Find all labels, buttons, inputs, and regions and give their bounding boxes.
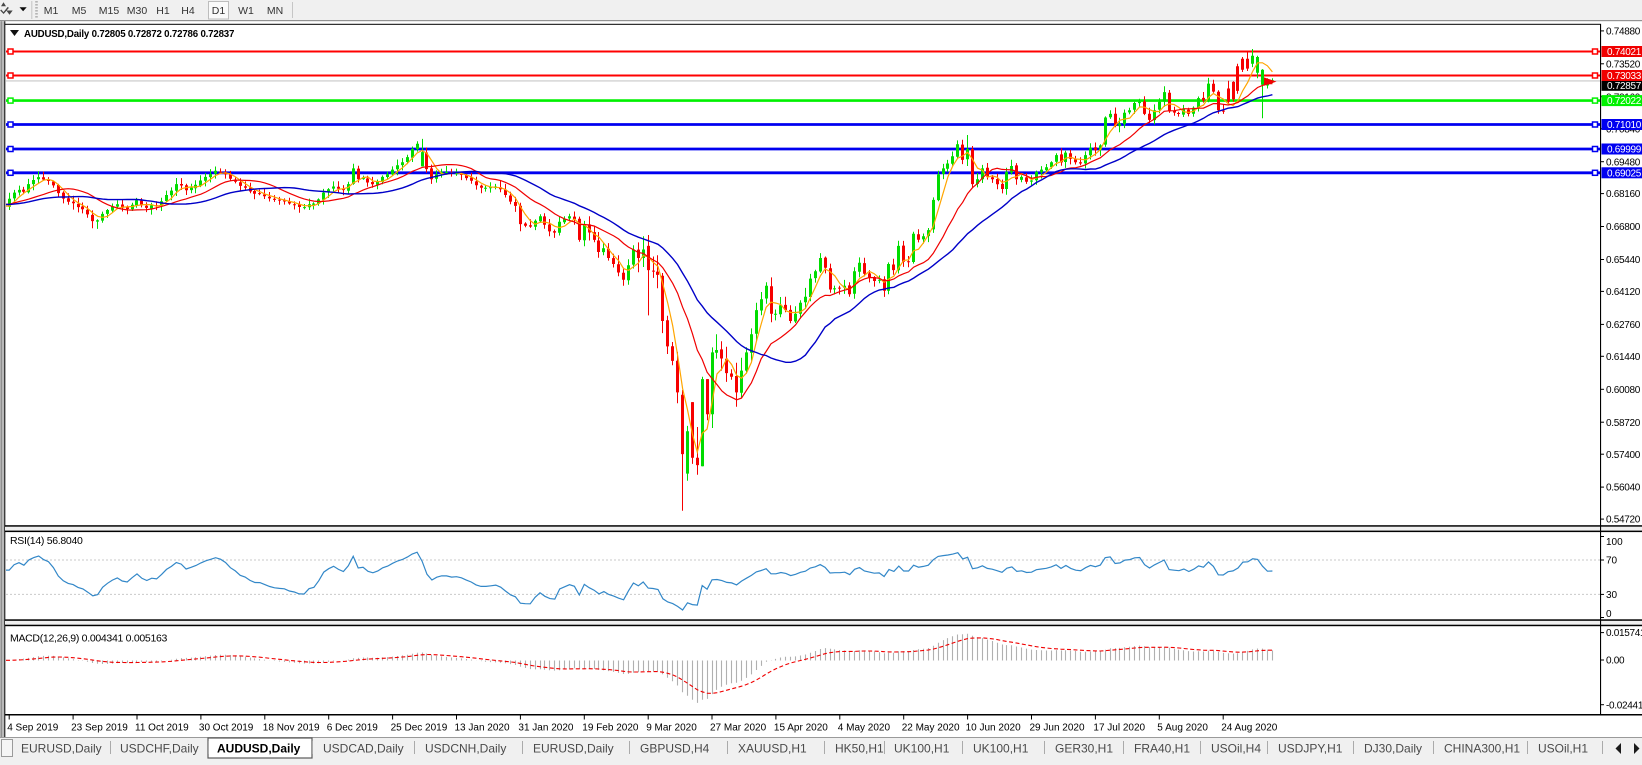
svg-text:USOil,H1: USOil,H1 <box>1538 742 1588 756</box>
svg-text:4 May 2020: 4 May 2020 <box>838 723 891 734</box>
svg-text:MACD(12,26,9) 0.004341 0.00516: MACD(12,26,9) 0.004341 0.005163 <box>10 633 168 645</box>
svg-text:0.69999: 0.69999 <box>1607 145 1642 156</box>
svg-text:EURUSD,Daily: EURUSD,Daily <box>533 742 614 756</box>
svg-text:0.60080: 0.60080 <box>1606 385 1641 396</box>
svg-text:EURUSD,Daily: EURUSD,Daily <box>21 742 102 756</box>
svg-text:0.015741: 0.015741 <box>1606 628 1642 639</box>
svg-text:USDCHF,Daily: USDCHF,Daily <box>120 742 199 756</box>
svg-text:MN: MN <box>267 5 283 17</box>
svg-text:29 Jun 2020: 29 Jun 2020 <box>1030 723 1085 734</box>
svg-text:9 Mar 2020: 9 Mar 2020 <box>646 723 697 734</box>
svg-text:H1: H1 <box>156 5 170 17</box>
svg-text:30: 30 <box>1606 590 1618 601</box>
svg-text:0.58720: 0.58720 <box>1606 418 1641 429</box>
svg-text:4 Sep 2019: 4 Sep 2019 <box>7 723 59 734</box>
svg-text:0.57400: 0.57400 <box>1606 450 1641 461</box>
svg-text:0.54720: 0.54720 <box>1606 515 1641 526</box>
svg-text:DJ30,Daily: DJ30,Daily <box>1364 742 1422 756</box>
svg-text:0.69480: 0.69480 <box>1606 157 1641 168</box>
svg-text:USDJPY,H1: USDJPY,H1 <box>1278 742 1343 756</box>
svg-text:0.64120: 0.64120 <box>1606 287 1641 298</box>
svg-text:18 Nov 2019: 18 Nov 2019 <box>263 723 320 734</box>
svg-text:0.61440: 0.61440 <box>1606 352 1641 363</box>
svg-text:0.71010: 0.71010 <box>1607 120 1642 131</box>
svg-text:M30: M30 <box>127 5 148 17</box>
svg-text:UK100,H1: UK100,H1 <box>973 742 1029 756</box>
svg-text:USOil,H4: USOil,H4 <box>1211 742 1261 756</box>
svg-text:-0.024412: -0.024412 <box>1606 700 1642 711</box>
svg-text:19 Feb 2020: 19 Feb 2020 <box>582 723 639 734</box>
svg-text:USDCAD,Daily: USDCAD,Daily <box>323 742 404 756</box>
svg-text:HK50,H1: HK50,H1 <box>835 742 884 756</box>
svg-text:0.69025: 0.69025 <box>1607 168 1642 179</box>
svg-text:100: 100 <box>1606 537 1623 548</box>
svg-text:CHINA300,H1: CHINA300,H1 <box>1444 742 1520 756</box>
svg-text:10 Jun 2020: 10 Jun 2020 <box>966 723 1021 734</box>
svg-text:0.72022: 0.72022 <box>1607 96 1642 107</box>
svg-text:0.00: 0.00 <box>1606 656 1625 667</box>
svg-text:24 Aug 2020: 24 Aug 2020 <box>1221 723 1278 734</box>
svg-text:17 Jul 2020: 17 Jul 2020 <box>1093 723 1145 734</box>
svg-text:UK100,H1: UK100,H1 <box>894 742 950 756</box>
svg-text:AUDUSD,Daily: AUDUSD,Daily <box>217 742 301 756</box>
svg-text:FRA40,H1: FRA40,H1 <box>1134 742 1190 756</box>
svg-text:0.74021: 0.74021 <box>1607 47 1642 58</box>
svg-text:0.65440: 0.65440 <box>1606 255 1641 266</box>
svg-text:0: 0 <box>1606 609 1612 620</box>
svg-text:0.73033: 0.73033 <box>1607 71 1642 82</box>
svg-text:XAUUSD,H1: XAUUSD,H1 <box>738 742 807 756</box>
svg-text:M15: M15 <box>99 5 120 17</box>
svg-text:H4: H4 <box>181 5 195 17</box>
svg-text:6 Dec 2019: 6 Dec 2019 <box>327 723 379 734</box>
svg-text:AUDUSD,Daily 0.72805 0.72872: AUDUSD,Daily 0.72805 0.72872 0.72786 0.7… <box>24 29 234 40</box>
svg-text:0.68160: 0.68160 <box>1606 189 1641 200</box>
svg-text:M1: M1 <box>44 5 59 17</box>
svg-text:0.62760: 0.62760 <box>1606 320 1641 331</box>
svg-text:0.74880: 0.74880 <box>1606 27 1641 38</box>
svg-text:13 Jan 2020: 13 Jan 2020 <box>455 723 510 734</box>
svg-text:USDCNH,Daily: USDCNH,Daily <box>425 742 506 756</box>
svg-text:5 Aug 2020: 5 Aug 2020 <box>1157 723 1208 734</box>
svg-text:70: 70 <box>1606 556 1618 567</box>
svg-text:31 Jan 2020: 31 Jan 2020 <box>518 723 573 734</box>
svg-text:W1: W1 <box>238 5 254 17</box>
svg-text:D1: D1 <box>212 5 226 17</box>
svg-text:0.66800: 0.66800 <box>1606 222 1641 233</box>
svg-text:30 Oct 2019: 30 Oct 2019 <box>199 723 254 734</box>
svg-text:0.56040: 0.56040 <box>1606 483 1641 494</box>
svg-text:M5: M5 <box>72 5 87 17</box>
svg-text:23 Sep 2019: 23 Sep 2019 <box>71 723 128 734</box>
svg-text:GER30,H1: GER30,H1 <box>1055 742 1113 756</box>
svg-text:15 Apr 2020: 15 Apr 2020 <box>774 723 828 734</box>
svg-text:27 Mar 2020: 27 Mar 2020 <box>710 723 767 734</box>
svg-text:0.72857: 0.72857 <box>1607 81 1642 92</box>
svg-text:RSI(14) 56.8040: RSI(14) 56.8040 <box>10 535 83 547</box>
svg-text:GBPUSD,H4: GBPUSD,H4 <box>640 742 710 756</box>
svg-text:11 Oct 2019: 11 Oct 2019 <box>135 723 189 734</box>
svg-text:25 Dec 2019: 25 Dec 2019 <box>391 723 448 734</box>
svg-text:22 May 2020: 22 May 2020 <box>902 723 960 734</box>
svg-text:0.73520: 0.73520 <box>1606 59 1641 70</box>
